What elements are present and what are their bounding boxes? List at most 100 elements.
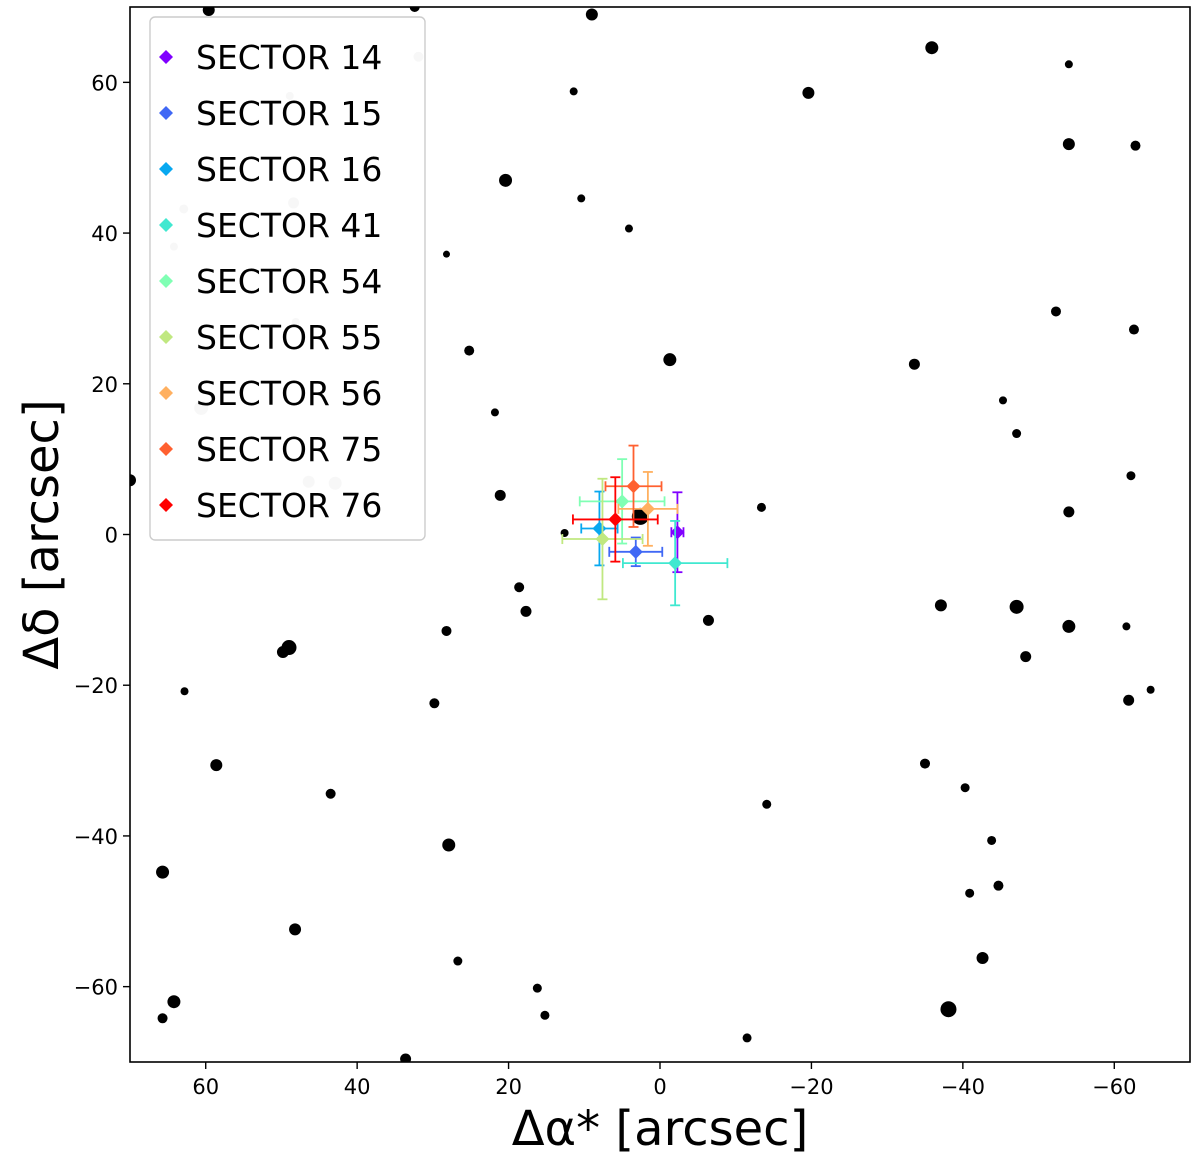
legend-item: SECTOR 55 bbox=[159, 318, 382, 357]
field-star-point bbox=[453, 956, 463, 966]
x-tick-label: −60 bbox=[1092, 1075, 1136, 1099]
legend-marker bbox=[159, 106, 173, 120]
field-star-point bbox=[925, 41, 939, 55]
legend-label: SECTOR 41 bbox=[196, 206, 382, 245]
sector-series bbox=[580, 490, 619, 567]
field-star-point bbox=[499, 173, 513, 187]
y-tick-label: 40 bbox=[91, 222, 118, 246]
field-star-point bbox=[1126, 471, 1136, 481]
legend: SECTOR 14 SECTOR 15 SECTOR 16 SECTOR 41 SECT… bbox=[149, 16, 426, 541]
legend-marker bbox=[159, 274, 173, 288]
x-axis-title: Δα* [arcsec] bbox=[512, 1101, 809, 1157]
sector-marker bbox=[670, 525, 685, 540]
field-stars-layer bbox=[130, 7, 1155, 1062]
field-star-point bbox=[1128, 324, 1139, 335]
field-star-point bbox=[940, 1001, 957, 1018]
field-star-point bbox=[976, 952, 989, 965]
x-tick-label: −20 bbox=[789, 1075, 833, 1099]
field-star-point bbox=[202, 7, 215, 17]
field-star-point bbox=[908, 358, 920, 370]
sector-marker bbox=[668, 556, 683, 571]
legend-label: SECTOR 14 bbox=[196, 38, 382, 77]
field-star-point bbox=[289, 923, 302, 936]
field-star-point bbox=[325, 788, 336, 799]
legend-item: SECTOR 16 bbox=[159, 150, 382, 189]
field-star-point bbox=[965, 888, 975, 898]
legend-item: SECTOR 15 bbox=[159, 94, 382, 133]
sector-series-layer bbox=[561, 444, 729, 607]
field-star-point bbox=[577, 194, 586, 203]
field-star-point bbox=[1050, 306, 1061, 317]
legend-marker bbox=[159, 162, 173, 176]
y-tick-label: 0 bbox=[105, 524, 118, 548]
sector-marker bbox=[608, 512, 623, 527]
legend-label: SECTOR 55 bbox=[196, 318, 382, 357]
sector-series bbox=[572, 476, 659, 563]
legend-marker bbox=[159, 218, 173, 232]
field-star-point bbox=[1123, 694, 1135, 706]
x-tick-label: −40 bbox=[941, 1075, 985, 1099]
field-star-point bbox=[210, 759, 223, 772]
field-star-point bbox=[1063, 506, 1075, 518]
field-star-point bbox=[624, 224, 633, 233]
field-star-point bbox=[934, 599, 947, 612]
y-tick-label: −20 bbox=[74, 674, 118, 698]
field-star-point bbox=[464, 345, 475, 356]
field-star-point bbox=[514, 582, 525, 593]
field-star-point bbox=[540, 1010, 550, 1020]
field-star-point bbox=[742, 1033, 752, 1043]
legend-item: SECTOR 56 bbox=[159, 374, 382, 413]
y-axis-title: Δδ [arcsec] bbox=[14, 399, 70, 669]
y-tick-label: −40 bbox=[74, 825, 118, 849]
legend-label: SECTOR 56 bbox=[196, 374, 382, 413]
field-star-point bbox=[663, 353, 677, 367]
field-star-point bbox=[490, 408, 499, 417]
field-star-point bbox=[756, 502, 766, 512]
sector-series bbox=[561, 477, 644, 601]
field-star-point bbox=[276, 646, 289, 659]
x-tick-label: 0 bbox=[653, 1075, 666, 1099]
legend-item: SECTOR 75 bbox=[159, 430, 382, 469]
legend-marker bbox=[159, 50, 173, 64]
field-star-point bbox=[993, 880, 1004, 891]
field-star-point bbox=[442, 838, 456, 852]
field-star-point bbox=[409, 7, 420, 12]
sector-marker bbox=[592, 521, 607, 536]
sector-marker bbox=[626, 479, 641, 494]
legend-label: SECTOR 16 bbox=[196, 150, 382, 189]
legend-label: SECTOR 75 bbox=[196, 430, 382, 469]
field-star-point bbox=[400, 1053, 412, 1062]
field-star-point bbox=[1064, 60, 1073, 69]
x-tick-label: 40 bbox=[344, 1075, 371, 1099]
field-star-point bbox=[1009, 599, 1024, 614]
field-star-point bbox=[1062, 138, 1075, 151]
x-tick-label: 20 bbox=[495, 1075, 522, 1099]
legend-label: SECTOR 15 bbox=[196, 94, 382, 133]
field-star-point bbox=[802, 86, 815, 99]
field-star-point bbox=[762, 799, 772, 809]
field-star-point bbox=[1130, 140, 1141, 151]
field-star-point bbox=[987, 835, 997, 845]
sector-series bbox=[617, 471, 679, 547]
field-star-point bbox=[998, 396, 1007, 405]
field-star-point bbox=[441, 625, 452, 636]
y-tick-label: 20 bbox=[91, 373, 118, 397]
legend-marker bbox=[159, 498, 173, 512]
legend-item: SECTOR 14 bbox=[159, 38, 382, 77]
field-star-point bbox=[920, 758, 930, 769]
y-tick-label: −60 bbox=[74, 976, 118, 1000]
field-star-point bbox=[130, 474, 136, 487]
field-star-point bbox=[960, 783, 970, 793]
field-star-point bbox=[1062, 619, 1076, 633]
field-star-point bbox=[532, 983, 542, 993]
field-star-point bbox=[156, 865, 170, 879]
field-star-point bbox=[167, 995, 181, 1009]
field-star-point bbox=[429, 698, 440, 709]
field-star-point bbox=[157, 1013, 168, 1024]
x-tick-label: 60 bbox=[192, 1075, 219, 1099]
sector-marker bbox=[628, 544, 643, 559]
sector-series bbox=[608, 536, 664, 568]
y-tick-label: 60 bbox=[91, 71, 118, 95]
legend-item: SECTOR 76 bbox=[159, 486, 382, 525]
